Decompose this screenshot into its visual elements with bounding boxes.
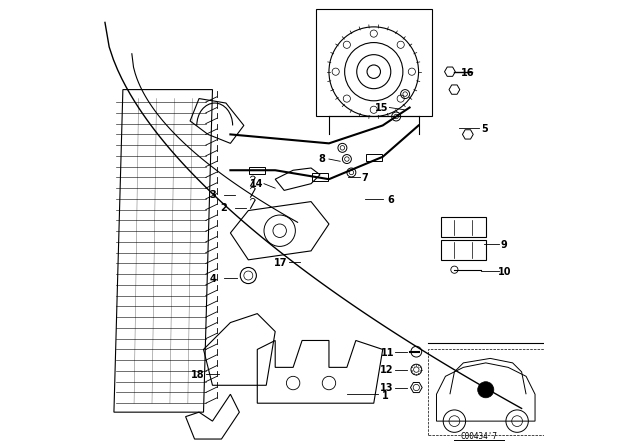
Text: 7: 7: [362, 173, 368, 183]
Text: 17: 17: [274, 258, 287, 268]
Text: 12: 12: [380, 366, 393, 375]
Polygon shape: [365, 154, 382, 161]
Text: 8: 8: [318, 154, 324, 164]
Text: 16: 16: [461, 68, 475, 78]
Text: 13: 13: [380, 383, 393, 393]
Polygon shape: [312, 173, 328, 181]
Text: 15: 15: [375, 103, 388, 112]
Text: 6: 6: [387, 195, 394, 205]
Text: 14: 14: [250, 179, 263, 189]
Text: 4: 4: [210, 274, 217, 284]
Text: 18: 18: [191, 370, 205, 380]
Text: 3: 3: [209, 190, 216, 200]
Text: 1: 1: [381, 392, 388, 401]
Text: 5: 5: [481, 124, 488, 134]
Text: C00434'7: C00434'7: [461, 432, 497, 441]
Circle shape: [477, 382, 494, 398]
Text: 10: 10: [498, 267, 511, 277]
Text: 2: 2: [220, 203, 227, 213]
Text: 11: 11: [380, 348, 394, 358]
Text: 9: 9: [500, 240, 507, 250]
Polygon shape: [249, 167, 266, 174]
